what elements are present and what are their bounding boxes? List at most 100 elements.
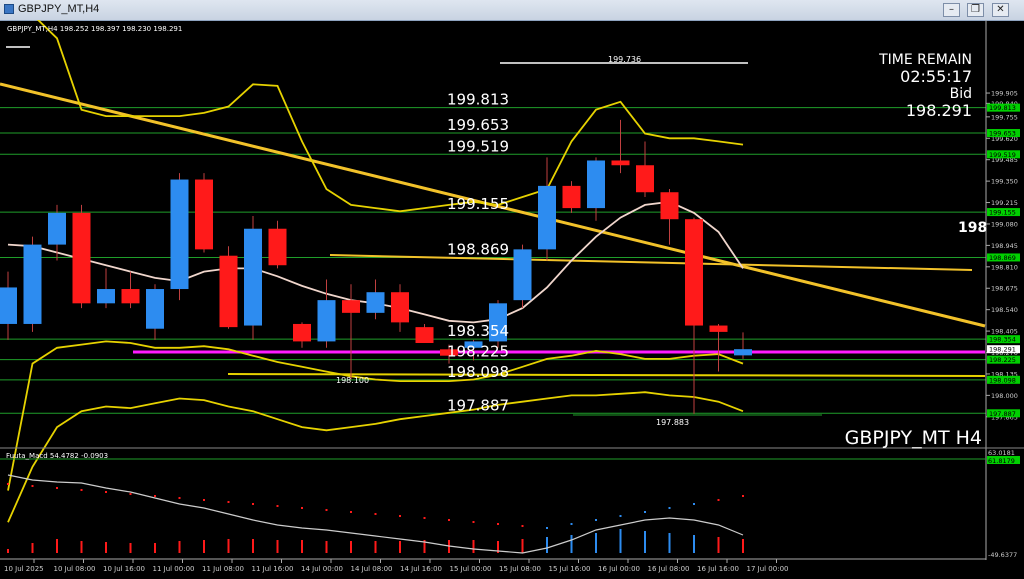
candle-body-0 xyxy=(0,287,17,324)
edge-price-label: 198 xyxy=(958,220,987,236)
price-tag-bg-3 xyxy=(987,208,1020,217)
bid-tag-bg xyxy=(987,345,1020,354)
level-label-4: 198.869 xyxy=(447,240,509,258)
price-tag-0: 199.813 xyxy=(989,104,1016,112)
macd-scale-tag-text: 61.8179 xyxy=(988,457,1015,465)
x-tick-1: 10 Jul 08:00 xyxy=(54,565,96,573)
macd-histogram xyxy=(7,483,744,553)
bid-tag: 198.291 xyxy=(989,346,1016,354)
candle-body-15 xyxy=(366,292,385,313)
horizontal-trendline[interactable] xyxy=(329,254,973,271)
price-tag-6: 198.225 xyxy=(989,356,1016,364)
restore-button[interactable]: ❐ xyxy=(967,3,984,17)
candle-body-30 xyxy=(734,349,752,356)
macd-dot-26 xyxy=(644,511,646,513)
y-tick-15: 198.000 xyxy=(991,392,1018,400)
candle-body-7 xyxy=(170,179,189,290)
macd-dot-12 xyxy=(301,507,303,509)
time-remain-label: TIME REMAIN xyxy=(878,52,972,68)
price-chart[interactable]: 199.813 199.653 199.519 199.155 198.869 198.3… xyxy=(0,20,1024,579)
macd-dot-7 xyxy=(178,497,181,499)
x-tick-2: 10 Jul 16:00 xyxy=(103,565,145,573)
macd-dot-0 xyxy=(7,483,9,485)
candle-body-6 xyxy=(146,289,164,329)
macd-dot-21 xyxy=(521,525,524,527)
candle-body-10 xyxy=(244,228,262,326)
y-tick-8: 198.945 xyxy=(991,242,1018,250)
price-tag-3: 199.155 xyxy=(989,209,1016,217)
macd-dot-20 xyxy=(497,523,499,525)
price-tag-4: 198.869 xyxy=(989,254,1016,262)
level-label-0: 199.813 xyxy=(447,91,509,109)
bid-value: 198.291 xyxy=(906,101,972,120)
macd-dot-17 xyxy=(423,517,426,519)
y-tick-2: 199.755 xyxy=(991,113,1018,121)
macd-dot-1 xyxy=(31,485,34,487)
macd-dot-11 xyxy=(276,505,279,507)
x-tick-7: 14 Jul 08:00 xyxy=(351,565,393,573)
price-tags: 199.813 199.653 199.519 199.155 198.869 198.3… xyxy=(987,103,1020,418)
macd-dot-8 xyxy=(203,499,205,501)
macd-dot-30 xyxy=(742,495,744,497)
x-tick-0: 10 Jul 2025 xyxy=(4,565,44,573)
candle-body-14 xyxy=(342,300,360,313)
close-button[interactable]: ✕ xyxy=(992,3,1009,17)
y-tick-7: 199.080 xyxy=(991,220,1018,228)
candle-body-12 xyxy=(293,323,311,342)
candles xyxy=(0,119,752,414)
y-tick-11: 198.540 xyxy=(991,306,1018,314)
price-tag-8: 197.887 xyxy=(989,410,1016,418)
candle-body-2 xyxy=(48,212,66,245)
y-tick-0: 199.905 xyxy=(991,90,1018,98)
macd-dot-13 xyxy=(325,509,328,511)
x-tick-9: 15 Jul 00:00 xyxy=(450,565,492,573)
price-tag-1: 199.653 xyxy=(989,130,1016,138)
candle-body-8 xyxy=(195,179,213,250)
macd-dot-23 xyxy=(570,523,573,525)
indicator-overlays xyxy=(0,20,986,523)
y-tick-14: 198.135 xyxy=(991,370,1018,378)
candle-body-5 xyxy=(121,289,140,304)
band-outer-line xyxy=(36,20,744,213)
candle-body-20 xyxy=(489,303,507,342)
high-marker-label: 199.736 xyxy=(608,55,641,64)
window-title: GBPJPY_MT,H4 xyxy=(18,3,100,15)
macd-dot-5 xyxy=(129,493,132,495)
chart-window-icon xyxy=(4,4,14,14)
price-tag-7: 198.098 xyxy=(989,376,1016,384)
price-tag-bg-6 xyxy=(987,355,1020,364)
minimize-button[interactable]: – xyxy=(943,3,960,17)
candle-body-4 xyxy=(97,289,115,304)
macd-dot-29 xyxy=(717,499,720,501)
candle-body-9 xyxy=(219,255,238,328)
window-titlebar: GBPJPY_MT,H4 – ❐ ✕ xyxy=(0,0,1024,21)
candle-body-19 xyxy=(464,341,483,348)
price-tag-bg-7 xyxy=(987,375,1020,384)
level-label-1: 199.653 xyxy=(447,116,509,134)
price-tag-5: 198.354 xyxy=(989,336,1016,344)
macd-dot-9 xyxy=(227,501,230,503)
candle-body-27 xyxy=(660,192,679,220)
x-tick-14: 16 Jul 16:00 xyxy=(697,565,739,573)
time-axis: 10 Jul 2025 10 Jul 08:00 10 Jul 16:00 11 Ju… xyxy=(0,558,986,573)
price-tag-bg-0 xyxy=(987,103,1020,112)
y-tick-5: 199.350 xyxy=(991,178,1018,186)
price-tag-bg-8 xyxy=(987,409,1020,418)
x-tick-10: 15 Jul 08:00 xyxy=(499,565,541,573)
y-tick-4: 199.485 xyxy=(991,156,1018,164)
level-label-8: 197.887 xyxy=(447,396,509,414)
level-label-3: 199.155 xyxy=(447,195,509,213)
level-label-7: 198.098 xyxy=(447,363,509,381)
macd-dot-6 xyxy=(154,495,156,497)
y-tick-3: 199.620 xyxy=(991,135,1018,143)
support-line xyxy=(227,373,986,377)
x-tick-5: 11 Jul 16:00 xyxy=(252,565,294,573)
low-marker-label-a: 198.100 xyxy=(336,376,369,385)
x-tick-6: 14 Jul 00:00 xyxy=(301,565,343,573)
price-tag-bg-2 xyxy=(987,150,1020,159)
candle-body-24 xyxy=(587,160,605,209)
x-tick-3: 11 Jul 00:00 xyxy=(153,565,195,573)
candle-body-13 xyxy=(317,300,336,342)
macd-signal-line xyxy=(7,474,744,554)
x-tick-11: 15 Jul 16:00 xyxy=(549,565,591,573)
